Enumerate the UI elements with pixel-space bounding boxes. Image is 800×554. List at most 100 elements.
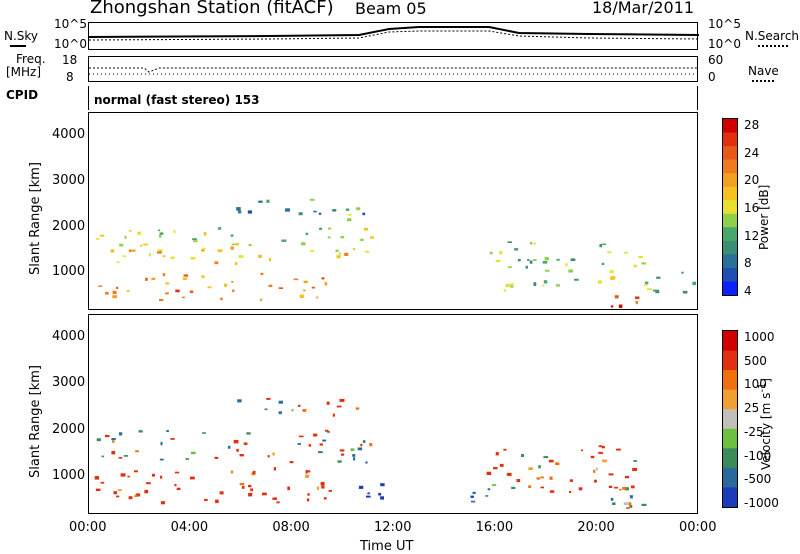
heat-cell [305,474,310,478]
heat-cell [298,435,304,438]
velocity-colorbar [722,330,738,508]
heat-cell [337,460,342,463]
heat-cell [239,483,245,486]
heat-cell [598,445,603,448]
y-tick: 2000 [52,421,86,437]
heat-cell [185,458,189,460]
colorbar-tick: 100 [744,377,767,392]
heat-cell [607,251,612,254]
nave-tick-lo: 0 [708,70,716,84]
heat-cell [116,286,119,289]
colorbar-swatch [723,487,737,507]
heat-cell [193,240,198,243]
colorbar-swatch [723,370,737,391]
heat-cell [111,438,116,441]
heat-cell [299,294,305,298]
heat-cell [289,461,294,464]
heat-cell [544,257,549,261]
heat-cell [601,243,606,246]
heat-cell [101,455,105,458]
nsearch-line-key [758,45,788,47]
colorbar-swatch [723,331,737,352]
colorbar-tick: 25 [744,401,760,416]
heat-cell [119,432,123,436]
y-tick: 4000 [52,329,86,345]
heat-cell [303,280,308,284]
heat-cell [170,438,175,440]
station-title: Zhongshan Station (fitACF) [90,0,334,18]
heat-cell [159,458,164,461]
heat-cell [486,471,492,475]
heat-cell [517,259,521,262]
heat-cell [341,453,345,456]
heat-cell [599,244,602,248]
heat-cell [112,295,118,299]
heat-cell [319,443,323,446]
heat-cell [309,198,315,201]
heat-cell [298,404,301,407]
heat-cell [127,475,130,478]
heat-cell [380,483,385,487]
heat-cell [316,486,319,490]
heat-cell [262,492,267,496]
heat-cell [278,411,282,415]
y-tick: 3000 [52,375,86,391]
heat-cell [170,256,175,259]
heat-cell [556,284,560,287]
heat-cell [113,491,118,495]
heat-cell [230,234,234,237]
heat-cell [313,210,317,213]
heat-cell [618,304,623,308]
heat-cell [264,408,268,411]
heat-cell [323,497,327,500]
x-tick: 00:00 [69,520,107,535]
heat-cell [350,448,355,451]
heat-cell [305,470,311,473]
y-tick: 1000 [52,264,86,280]
freq-trace [89,67,699,75]
heat-cell [231,281,234,283]
colorbar-swatch [723,200,737,215]
heat-cell [128,249,131,253]
heat-cell [656,276,661,279]
heat-cell [568,269,574,273]
heat-cell [345,208,350,211]
heat-cell [278,400,283,404]
heat-cell [549,476,553,480]
heat-cell [94,476,100,480]
heat-cell [287,486,290,491]
heat-cell [352,454,356,457]
heat-cell [174,471,180,474]
heat-cell [321,485,325,489]
heat-cell [655,289,660,294]
heat-cell [472,491,476,495]
heat-cell [158,234,162,238]
colorbar-swatch [723,448,737,469]
heat-cell [355,407,360,410]
heat-cell [610,276,614,280]
heat-cell [623,502,628,506]
heat-cell [224,283,228,287]
heat-cell [344,252,349,256]
y-tick: 1000 [52,468,86,484]
heat-cell [626,507,630,509]
heat-cell [548,459,554,463]
colorbar-tick: 4 [744,284,752,298]
nave-label: Nave [748,64,779,78]
heat-cell [157,249,163,252]
colorbar-swatch [723,173,737,188]
heat-cell [162,273,166,277]
heat-cell [542,261,548,264]
heat-cell [542,284,545,287]
heat-cell [104,434,110,438]
velocity-colorbar-label: Velocity [m s-1] [757,378,773,470]
heat-cell [593,469,596,473]
heat-cell [285,208,290,212]
heat-cell [201,249,205,252]
heat-cell [217,227,222,230]
freq-strip [88,56,699,82]
colorbar-tick: 20 [744,173,760,188]
heat-cell [565,263,568,267]
heat-cell [362,440,366,443]
colorbar-swatch [723,227,737,242]
